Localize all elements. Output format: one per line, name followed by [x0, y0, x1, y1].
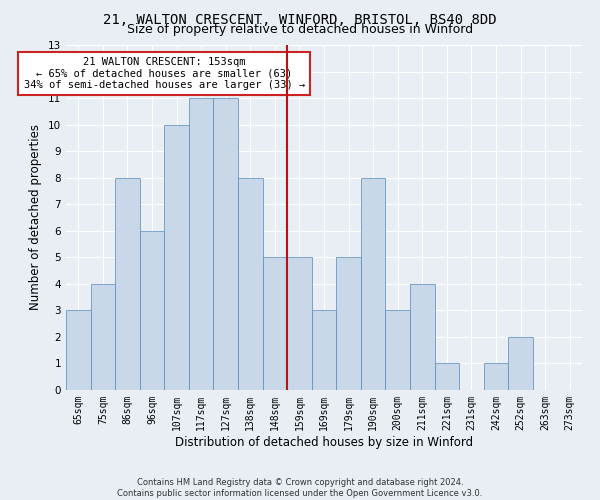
Bar [263, 258, 287, 390]
Bar [361, 178, 385, 390]
Text: Contains HM Land Registry data © Crown copyright and database right 2024.
Contai: Contains HM Land Registry data © Crown c… [118, 478, 482, 498]
Text: 21 WALTON CRESCENT: 153sqm
← 65% of detached houses are smaller (63)
34% of semi: 21 WALTON CRESCENT: 153sqm ← 65% of deta… [23, 57, 305, 90]
Bar [434, 364, 459, 390]
Bar [312, 310, 336, 390]
X-axis label: Distribution of detached houses by size in Winford: Distribution of detached houses by size … [175, 436, 473, 448]
Bar [164, 124, 189, 390]
Bar [484, 364, 508, 390]
Bar [115, 178, 140, 390]
Bar [287, 258, 312, 390]
Bar [140, 231, 164, 390]
Text: Size of property relative to detached houses in Winford: Size of property relative to detached ho… [127, 22, 473, 36]
Bar [508, 337, 533, 390]
Bar [189, 98, 214, 390]
Bar [385, 310, 410, 390]
Bar [66, 310, 91, 390]
Bar [238, 178, 263, 390]
Bar [410, 284, 434, 390]
Bar [91, 284, 115, 390]
Bar [336, 258, 361, 390]
Bar [214, 98, 238, 390]
Text: 21, WALTON CRESCENT, WINFORD, BRISTOL, BS40 8DD: 21, WALTON CRESCENT, WINFORD, BRISTOL, B… [103, 12, 497, 26]
Y-axis label: Number of detached properties: Number of detached properties [29, 124, 43, 310]
